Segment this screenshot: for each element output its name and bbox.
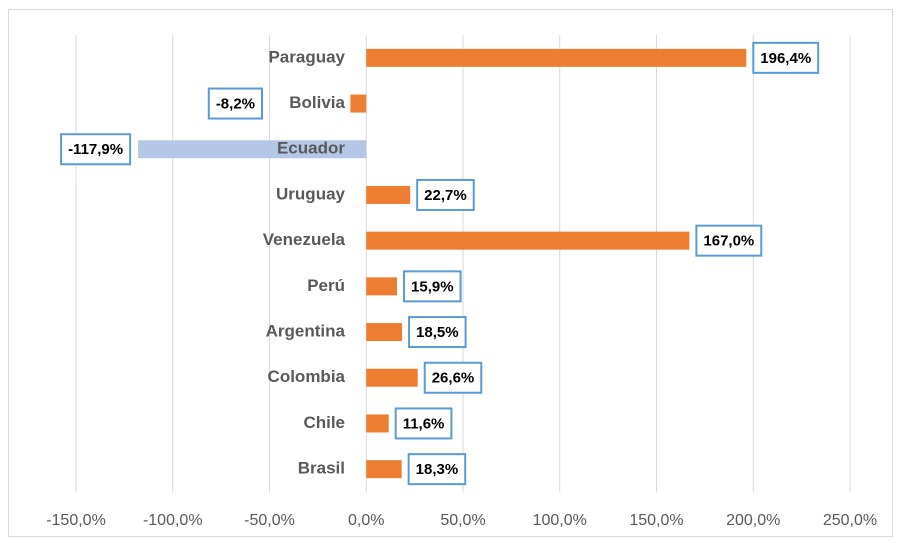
value-label: 15,9% bbox=[403, 270, 462, 303]
category-label: Ecuador bbox=[277, 139, 345, 158]
bar bbox=[366, 368, 418, 387]
value-label-box bbox=[695, 224, 763, 257]
value-label-box bbox=[394, 407, 453, 440]
x-tick-label: 50,0% bbox=[440, 512, 485, 529]
value-label-text: 26,6% bbox=[432, 370, 475, 387]
value-label: 26,6% bbox=[423, 361, 483, 394]
value-label-box bbox=[407, 453, 467, 486]
bar bbox=[366, 231, 690, 250]
value-label: 167,0% bbox=[695, 224, 763, 257]
category-label: Argentina bbox=[266, 322, 346, 341]
value-label-box bbox=[60, 133, 132, 166]
x-tick-label: -150,0% bbox=[46, 512, 106, 529]
value-label: -8,2% bbox=[207, 87, 263, 120]
value-label-box bbox=[423, 361, 483, 394]
category-label: Bolivia bbox=[289, 93, 345, 112]
value-label: 11,6% bbox=[394, 407, 453, 440]
value-label-text: 18,5% bbox=[416, 324, 459, 341]
category-label: Brasil bbox=[298, 459, 345, 478]
bar bbox=[138, 140, 367, 159]
bar bbox=[366, 323, 403, 342]
x-tick-label: 100,0% bbox=[533, 512, 587, 529]
value-label-box bbox=[403, 270, 462, 303]
category-label: Venezuela bbox=[263, 230, 346, 249]
x-tick-label: -100,0% bbox=[143, 512, 203, 529]
bar bbox=[366, 185, 411, 204]
value-label-box bbox=[752, 41, 820, 74]
value-label-text: 196,4% bbox=[760, 50, 811, 67]
category-label: Paraguay bbox=[268, 47, 345, 66]
bar bbox=[366, 277, 398, 296]
value-label-text: 18,3% bbox=[416, 461, 459, 478]
value-label: -117,9% bbox=[60, 133, 132, 166]
x-tick-label: 250,0% bbox=[823, 512, 877, 529]
bar bbox=[366, 460, 402, 479]
category-label: Uruguay bbox=[276, 184, 346, 203]
category-label: Perú bbox=[307, 276, 345, 295]
value-label-box bbox=[207, 87, 263, 120]
value-label-text: 15,9% bbox=[411, 278, 454, 295]
value-label-box bbox=[408, 316, 467, 349]
bar bbox=[366, 414, 389, 433]
x-tick-label: -50,0% bbox=[244, 512, 295, 529]
value-label: 18,3% bbox=[407, 453, 467, 486]
x-tick-label: 200,0% bbox=[726, 512, 780, 529]
value-label-text: 167,0% bbox=[703, 233, 754, 250]
value-label: 18,5% bbox=[408, 316, 467, 349]
bar bbox=[350, 94, 367, 113]
value-label-text: -117,9% bbox=[68, 141, 123, 158]
value-label: 22,7% bbox=[416, 178, 475, 211]
value-label: 196,4% bbox=[752, 41, 820, 74]
value-label-text: 22,7% bbox=[424, 187, 467, 204]
value-label-box bbox=[416, 178, 475, 211]
x-tick-label: 0,0% bbox=[348, 512, 384, 529]
x-tick-label: 150,0% bbox=[629, 512, 683, 529]
value-label-text: 11,6% bbox=[403, 415, 445, 432]
category-label: Chile bbox=[303, 413, 345, 432]
value-label-text: -8,2% bbox=[216, 96, 255, 113]
bar bbox=[366, 48, 747, 67]
category-label: Colombia bbox=[268, 367, 346, 386]
